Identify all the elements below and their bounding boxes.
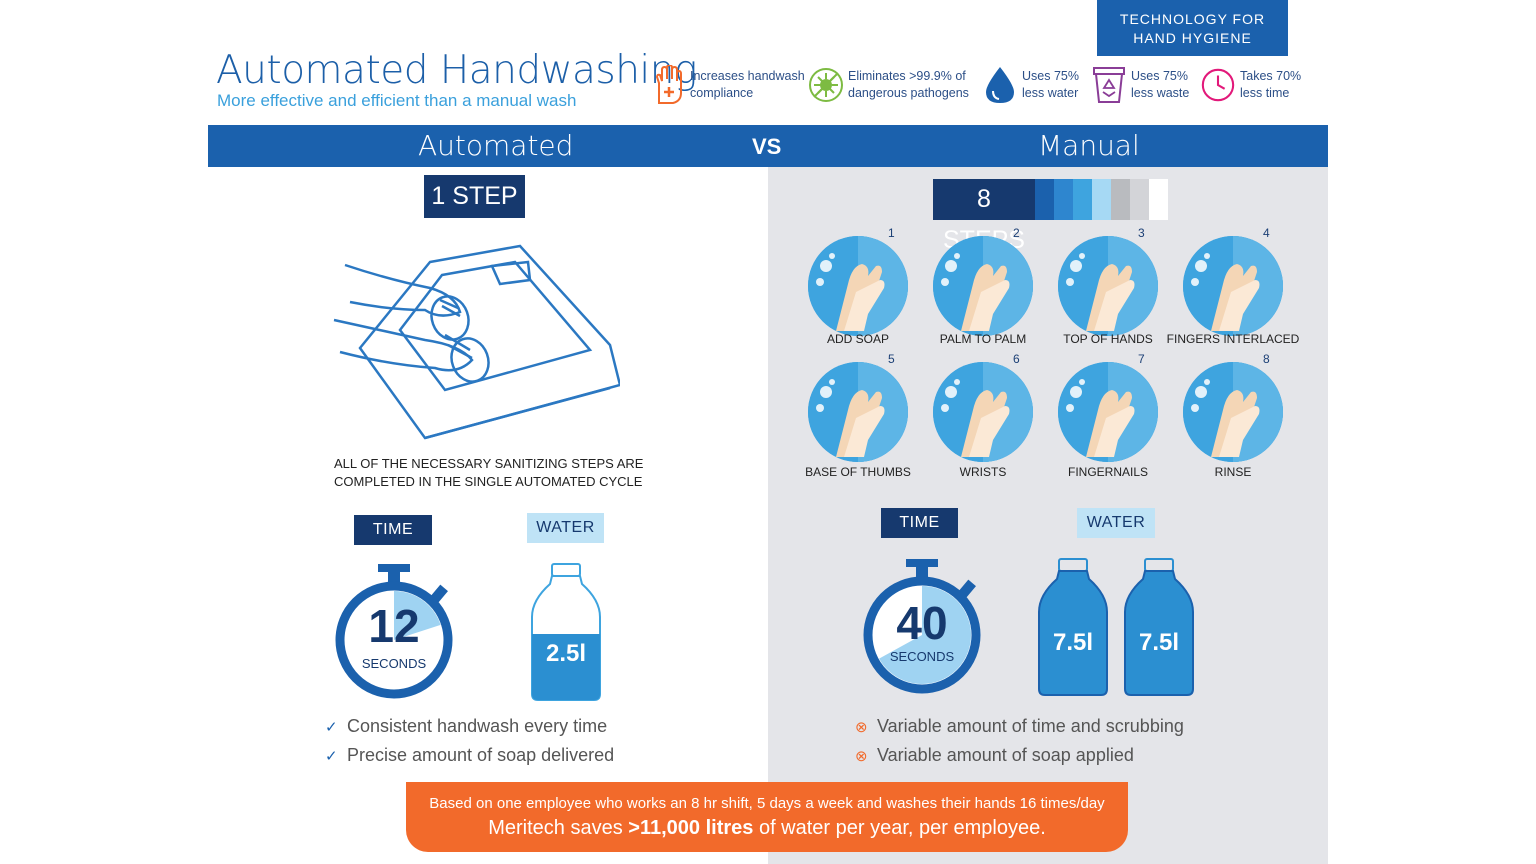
benefit-compliance: Increases handwash compliance <box>650 63 805 107</box>
manual-steps-tag: 8 STEPS <box>933 179 1035 254</box>
step-number: 3 <box>1138 226 1145 240</box>
manual-time-label: TIME <box>881 508 958 538</box>
step-number: 7 <box>1138 352 1145 366</box>
step-label: WRISTS <box>959 465 1007 479</box>
hand-wash-step-icon <box>1058 362 1158 462</box>
hand-plus-icon <box>650 65 686 105</box>
step-number: 2 <box>1013 226 1020 240</box>
technology-badge: TECHNOLOGY FOR HAND HYGIENE <box>1097 0 1288 56</box>
manual-heading: Manual <box>1038 129 1140 162</box>
page-title: Automated Handwashing <box>216 48 697 93</box>
automated-time-unit: SECONDS <box>361 656 427 671</box>
check-icon: ✓ <box>325 719 338 736</box>
manual-time-unit: SECONDS <box>889 649 955 664</box>
hand-wash-step-icon <box>933 362 1033 462</box>
hand-wash-step-icon <box>808 236 908 336</box>
hand-wash-step-icon <box>1058 236 1158 336</box>
manual-time-value: 40 <box>896 597 948 649</box>
step-label: TOP OF HANDS <box>1063 332 1153 346</box>
automated-description: ALL OF THE NECESSARY SANITIZING STEPS AR… <box>334 456 644 489</box>
manual-water-label: WATER <box>1077 508 1155 538</box>
automated-heading: Automated <box>418 129 574 162</box>
virus-icon <box>808 65 844 105</box>
manual-bullet-2: ⊗ Variable amount of soap applied <box>855 745 1134 765</box>
automated-steps-tag: 1 STEP <box>424 175 525 218</box>
step-label: BASE OF THUMBS <box>805 465 911 479</box>
step-label: PALM TO PALM <box>939 332 1027 346</box>
step-label: FINGERS INTERLACED <box>1166 332 1300 346</box>
automated-water-label: WATER <box>527 513 604 543</box>
sink-illustration <box>330 240 622 445</box>
step-label: FINGERNAILS <box>1067 465 1148 479</box>
savings-basis: Based on one employee who works an 8 hr … <box>429 795 1105 812</box>
comparison-bar <box>208 125 1328 167</box>
automated-time-label: TIME <box>354 515 432 545</box>
automated-stopwatch: 12 SECONDS <box>330 562 458 704</box>
benefit-pathogens: Eliminates >99.9% of dangerous pathogens <box>808 63 969 107</box>
step-number: 6 <box>1013 352 1020 366</box>
automated-water-bottle: 2.5l <box>530 562 602 707</box>
benefit-time: Takes 70% less time <box>1200 63 1301 107</box>
automated-water-value: 2.5l <box>545 640 587 667</box>
check-icon: ✓ <box>325 748 338 765</box>
savings-statement: Meritech saves >11,000 litres of water p… <box>488 817 1046 839</box>
step-number: 5 <box>888 352 895 366</box>
savings-banner: Based on one employee who works an 8 hr … <box>406 782 1128 852</box>
step-number: 4 <box>1263 226 1270 240</box>
x-circle-icon: ⊗ <box>855 719 868 736</box>
step-number: 8 <box>1263 352 1270 366</box>
hand-wash-step-icon <box>1183 362 1283 462</box>
automated-time-value: 12 <box>368 600 420 652</box>
manual-water-value-2: 7.5l <box>1138 629 1180 656</box>
step-number: 1 <box>888 226 895 240</box>
manual-water-bottle-1: 7.5l <box>1037 557 1109 702</box>
manual-water-value-1: 7.5l <box>1052 629 1094 656</box>
benefit-waste: Uses 75% less waste <box>1091 63 1189 107</box>
step-label: ADD SOAP <box>826 332 889 346</box>
steps-color-strip <box>1035 179 1168 220</box>
step-label: RINSE <box>1214 465 1252 479</box>
water-drop-icon <box>982 65 1018 105</box>
clock-icon <box>1200 65 1236 105</box>
hand-wash-step-icon <box>1183 236 1283 336</box>
x-circle-icon: ⊗ <box>855 748 868 765</box>
manual-bullet-1: ⊗ Variable amount of time and scrubbing <box>855 716 1184 736</box>
page-subtitle: More effective and efficient than a manu… <box>217 91 577 110</box>
hand-wash-step-icon <box>808 362 908 462</box>
manual-water-bottle-2: 7.5l <box>1123 557 1195 702</box>
benefit-water: Uses 75% less water <box>982 63 1079 107</box>
manual-stopwatch: 40 SECONDS <box>858 557 986 699</box>
hand-wash-step-icon <box>933 236 1033 336</box>
automated-bullet-2: ✓ Precise amount of soap delivered <box>325 745 615 765</box>
recycle-bin-icon <box>1091 65 1127 105</box>
automated-bullet-1: ✓ Consistent handwash every time <box>325 716 608 736</box>
vs-label: VS <box>752 134 782 159</box>
